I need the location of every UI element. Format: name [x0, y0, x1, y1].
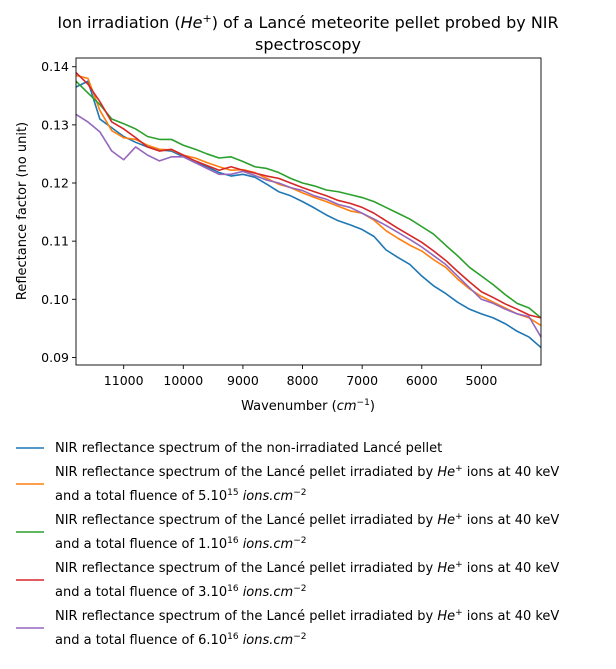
y-tick-label-4: 0.13: [41, 117, 69, 132]
legend-label-2-line-1: NIR reflectance spectrum of the Lancé pe…: [55, 464, 559, 480]
x-tick-label-11000: 11000: [104, 373, 144, 388]
legend: NIR reflectance spectrum of the non-irra…: [16, 441, 559, 648]
series-line-3: [76, 80, 541, 319]
plot-area: 11000 10000 9000 8000 7000 6000 5000 0.09 0.10 0.…: [41, 57, 542, 388]
y-tick-label-3: 0.12: [41, 176, 69, 191]
legend-label-2-line-2: and a total fluence of 5.1015 ions.cm−2: [55, 488, 307, 504]
legend-label-4-line-2: and a total fluence of 3.1016 ions.cm−2: [55, 584, 307, 600]
series-lines: [76, 71, 541, 349]
legend-label-1-line-1: NIR reflectance spectrum of the non-irra…: [55, 441, 442, 456]
x-tick-label-6000: 6000: [406, 373, 438, 388]
y-tick-label-5: 0.14: [41, 59, 69, 74]
legend-label-4-line-1: NIR reflectance spectrum of the Lancé pe…: [55, 560, 559, 576]
x-tick-label-7000: 7000: [346, 373, 378, 388]
legend-label-5-line-1: NIR reflectance spectrum of the Lancé pe…: [55, 608, 559, 624]
legend-label-3-line-1: NIR reflectance spectrum of the Lancé pe…: [55, 512, 559, 528]
legend-label-3-line-2: and a total fluence of 1.1016 ions.cm−2: [55, 536, 307, 552]
y-tick-label-2: 0.11: [41, 234, 69, 249]
x-tick-label-5000: 5000: [465, 373, 497, 388]
series-line-5: [76, 113, 541, 338]
x-axis-label: Wavenumber (cm−1): [241, 398, 375, 414]
series-line-4: [76, 71, 541, 319]
plot-frame: [75, 57, 542, 366]
legend-label-5-line-2: and a total fluence of 6.1016 ions.cm−2: [55, 632, 307, 648]
y-tick-label-1: 0.10: [41, 292, 69, 307]
chart-title-line-2: spectroscopy: [255, 35, 361, 54]
x-tick-label-9000: 9000: [227, 373, 259, 388]
x-tick-label-10000: 10000: [163, 373, 203, 388]
y-tick-label-0: 0.09: [41, 350, 69, 365]
y-axis-label: Reflectance factor (no unit): [15, 122, 30, 300]
chart-title-line-1: Ion irradiation (He+) of a Lancé meteori…: [57, 12, 558, 32]
x-tick-label-8000: 8000: [287, 373, 319, 388]
series-line-2: [76, 74, 541, 327]
